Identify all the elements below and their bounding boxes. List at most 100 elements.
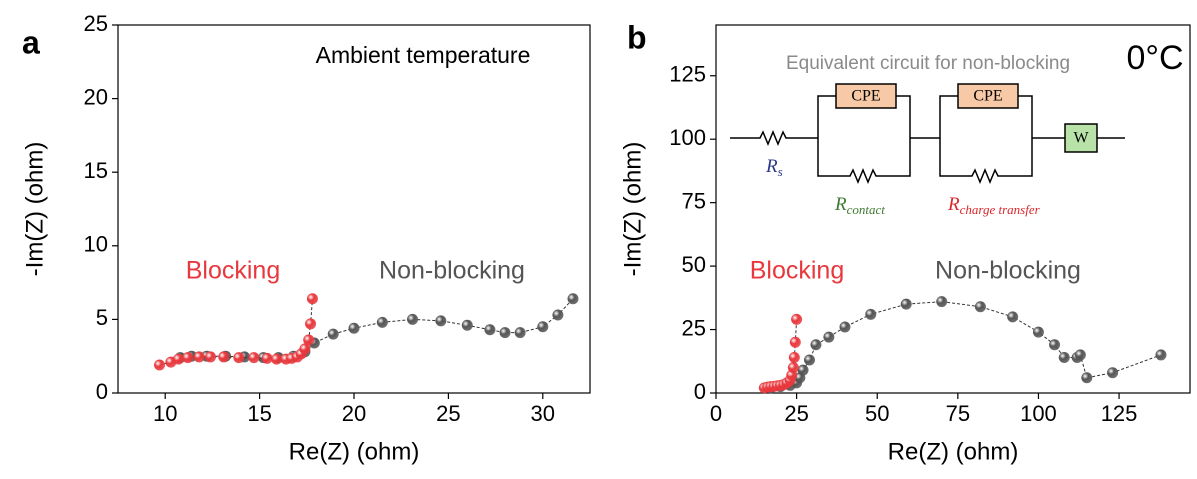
data-point [839,321,851,333]
x-tick-label: 25 [784,401,808,426]
data-point [271,353,283,365]
series-name: Non-blocking [935,257,1081,285]
annotation: Ambient temperature [316,42,531,68]
symbol: R [765,156,778,177]
data-point [1155,349,1167,361]
data-point [788,351,800,363]
symbol: R [834,194,847,215]
data-point [233,352,245,364]
plot-frame [715,24,1191,394]
x-tick-label: 20 [342,401,366,426]
data-point [797,364,809,376]
y-tick-label: 25 [84,11,108,36]
y-tick-label: 0 [96,379,108,404]
data-point [305,318,317,330]
y-tick-label: 10 [84,232,108,257]
data-point [1058,351,1070,363]
wire [730,130,818,146]
y-tick-label: 50 [682,252,706,277]
data-point [1074,349,1086,361]
y-tick-label: 25 [682,315,706,340]
data-point [791,313,803,325]
data-point [299,343,311,355]
x-tick-label: 0 [710,401,722,426]
annotation: 0°C [1126,39,1183,77]
y-axis-label: -Im(Z) (ohm) [21,142,48,277]
cpe-box [835,83,897,109]
x-tick-label: 15 [247,401,271,426]
x-tick-label: 10 [153,401,177,426]
data-point [810,339,822,351]
data-point [154,359,166,371]
data-point [1049,339,1061,351]
data-point [1081,372,1093,384]
resistor-label: Rcontact [834,194,885,217]
data-point [182,352,194,364]
y-tick-label: 100 [669,125,706,150]
data-point [974,301,986,313]
x-tick-label: 100 [1020,401,1057,426]
x-tick-label: 30 [531,401,555,426]
data-point [514,327,526,339]
y-tick-label: 125 [669,62,706,87]
series-line [180,298,574,359]
series-name: Non-blocking [379,257,525,285]
data-point [327,328,339,340]
y-tick-label: 15 [84,158,108,183]
data-point [499,327,511,339]
data-point [261,352,273,364]
panel: 0 25 50 75 100 125 0 25 50 75 100 125 Re(Z) (ohm) -Im… [619,19,1191,465]
data-point [936,296,948,308]
cpe-label: CPE [851,88,880,105]
panel: 10 15 20 25 30 0 5 10 15 20 25 Re(Z) (ohm) -Im(Z) (o… [21,11,591,465]
warburg-box [1064,123,1098,153]
wire [939,95,1125,184]
data-point [306,293,318,305]
data-point [789,336,801,348]
data-point [1007,311,1019,323]
panel-label: b [627,19,647,55]
data-point [865,308,877,320]
y-tick-label: 20 [84,84,108,109]
symbol: R [947,194,960,215]
data-point [205,351,217,363]
resistor-label: Rs [765,156,783,179]
data-point [376,316,388,328]
y-tick-label: 5 [96,305,108,330]
series-name: Blocking [186,257,281,285]
circuit-title: Equivalent circuit for non-blocking [786,53,1070,74]
data-point [193,351,205,363]
data-point [435,315,447,327]
cpe-box [957,83,1019,109]
equivalent-circuit: Equivalent circuit for non-blocking CPE … [730,53,1125,217]
series-name: Blocking [750,257,845,285]
data-point [461,319,473,331]
subscript: contact [847,202,886,217]
x-axis-label: Re(Z) (ohm) [888,438,1019,465]
series-line [770,301,1162,389]
data-point [484,324,496,336]
data-point [348,322,360,334]
data-point [900,298,912,310]
x-axis-label: Re(Z) (ohm) [289,438,420,465]
data-point [172,353,184,365]
data-point [248,352,260,364]
x-tick-label: 75 [946,401,970,426]
subscript: s [778,164,783,179]
x-tick-label: 50 [865,401,889,426]
data-point [1107,367,1119,379]
data-point [407,313,419,325]
data-point [218,351,230,363]
subscript: charge transfer [960,202,1041,217]
data-point [303,334,315,346]
y-tick-label: 75 [682,188,706,213]
y-tick-label: 0 [694,379,706,404]
y-axis-label: -Im(Z) (ohm) [619,142,646,277]
data-point [823,331,835,343]
data-point [804,354,816,366]
warburg-label: W [1073,130,1089,147]
data-point [552,309,564,321]
panel-label: a [22,24,40,60]
data-point [1032,326,1044,338]
